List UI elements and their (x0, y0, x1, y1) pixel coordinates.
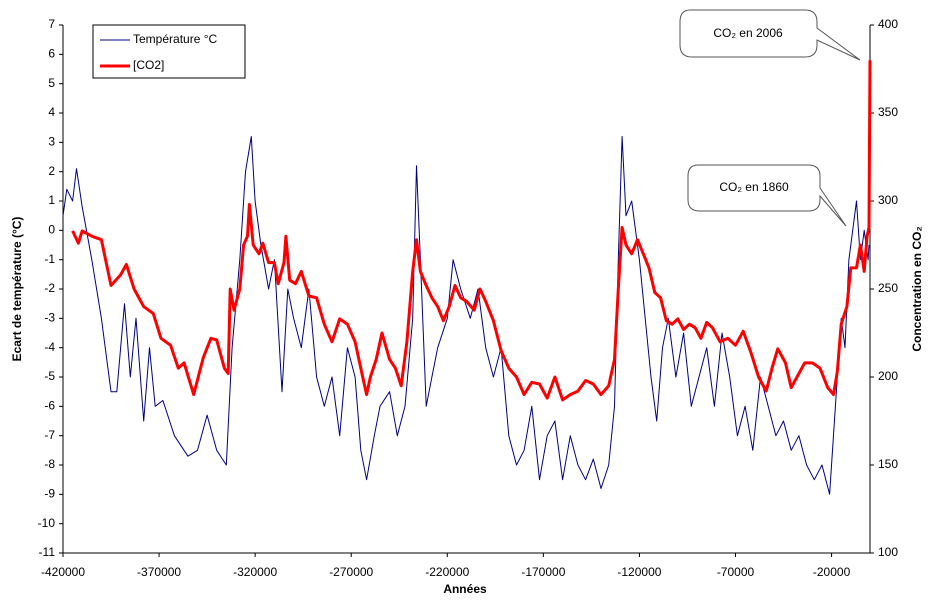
y-tick-label: -7 (44, 428, 55, 442)
y-tick-label: 4 (48, 105, 55, 119)
x-tick-label: -270000 (329, 565, 373, 579)
x-tick-label: -370000 (137, 565, 181, 579)
y-tick-label: -9 (44, 487, 55, 501)
y-tick-label: -4 (44, 340, 55, 354)
y-axis-label: Ecart de température (°C) (10, 217, 24, 362)
x-tick-label: -420000 (41, 565, 85, 579)
x-tick-label: -320000 (233, 565, 277, 579)
annotation: CO₂ en 2006 (713, 26, 783, 40)
x-tick-label: -220000 (425, 565, 469, 579)
y-tick-label: -3 (44, 311, 55, 325)
y-tick-label: 3 (48, 135, 55, 149)
annotation: CO₂ en 1860 (719, 180, 789, 194)
y2-tick-label: 250 (878, 281, 898, 295)
y-tick-label: -10 (38, 516, 56, 530)
x-axis-label: Années (443, 582, 487, 596)
x-tick-label: -70000 (717, 565, 755, 579)
y-tick-label: 6 (48, 47, 55, 61)
y-tick-label: 0 (48, 223, 55, 237)
legend-label: Température °C (133, 32, 217, 46)
callout (687, 164, 847, 227)
y2-tick-label: 150 (878, 457, 898, 471)
y-tick-label: -6 (44, 399, 55, 413)
y2-tick-label: 350 (878, 105, 898, 119)
y2-tick-label: 300 (878, 193, 898, 207)
y-tick-label: 2 (48, 164, 55, 178)
y-tick-label: 1 (48, 193, 55, 207)
x-tick-label: -170000 (521, 565, 565, 579)
y2-axis-label: Concentration en CO₂ (910, 226, 924, 351)
y2-tick-label: 100 (878, 545, 898, 559)
y-tick-label: -5 (44, 369, 55, 383)
callout (679, 9, 861, 61)
y-tick-label: -1 (44, 252, 55, 266)
legend (92, 24, 246, 79)
y-tick-label: -11 (39, 545, 56, 559)
y2-tick-label: 200 (878, 369, 898, 383)
y2-tick-label: 400 (878, 17, 898, 31)
legend-label: [CO2] (133, 58, 164, 72)
series-line (71, 60, 872, 402)
y-tick-label: 5 (48, 76, 55, 90)
y-tick-label: 7 (48, 17, 55, 31)
x-tick-label: -120000 (617, 565, 661, 579)
series-line (62, 136, 870, 495)
y-tick-label: -8 (44, 457, 55, 471)
y-tick-label: -2 (44, 281, 55, 295)
x-tick-label: -20000 (813, 565, 851, 579)
